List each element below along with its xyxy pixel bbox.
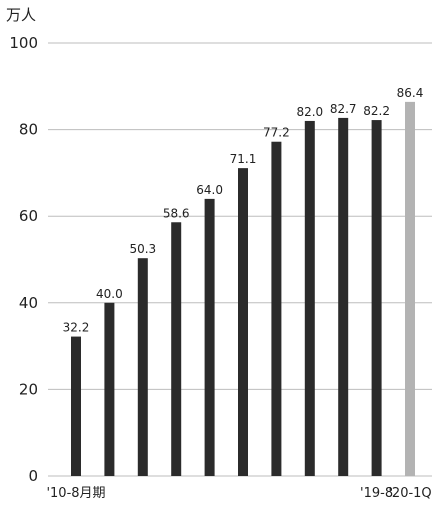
y-tick-label: 80 [19,121,38,139]
x-axis-ticks: '10-8月期 '19-8'20-1Q [46,486,431,501]
bar-value-label: 82.0 [296,105,323,119]
y-tick-label: 0 [28,467,38,485]
bar [304,120,315,476]
bar-value-label: 64.0 [196,183,223,197]
bar [104,302,115,476]
y-tick-label: 60 [19,207,38,225]
bar-value-label: 71.1 [230,152,257,166]
bar [371,120,382,476]
bar [137,258,148,476]
y-tick-label: 100 [9,34,38,52]
bars [71,101,415,476]
y-tick-label: 40 [19,294,38,312]
y-unit-label: 万人 [6,6,36,24]
bar [204,198,215,476]
bar-value-label: 77.2 [263,126,290,140]
bar-value-label: 86.4 [397,86,424,100]
x-tick-label: '19-8 [360,486,393,501]
bar-value-label: 50.3 [129,242,156,256]
bar [338,117,349,476]
bar [271,141,282,476]
bar [405,101,415,476]
x-tick-label: '10-8月期 [46,486,105,501]
bar-value-label: 58.6 [163,206,190,220]
y-axis-ticks: 0 20 40 60 80 100 [9,34,38,485]
bar [238,168,248,476]
y-tick-label: 20 [19,380,38,398]
bar-value-label: 32.2 [63,321,90,335]
bar [171,222,182,476]
bar-value-labels: 32.2 40.0 50.3 58.6 64.0 71.1 77.2 82.0 82.7 82.2… [63,86,424,335]
bar-value-label: 82.2 [363,104,390,118]
bar [71,336,81,476]
x-tick-label: '20-1Q [388,486,431,501]
bar-value-label: 82.7 [330,102,357,116]
bar-value-label: 40.0 [96,287,123,301]
